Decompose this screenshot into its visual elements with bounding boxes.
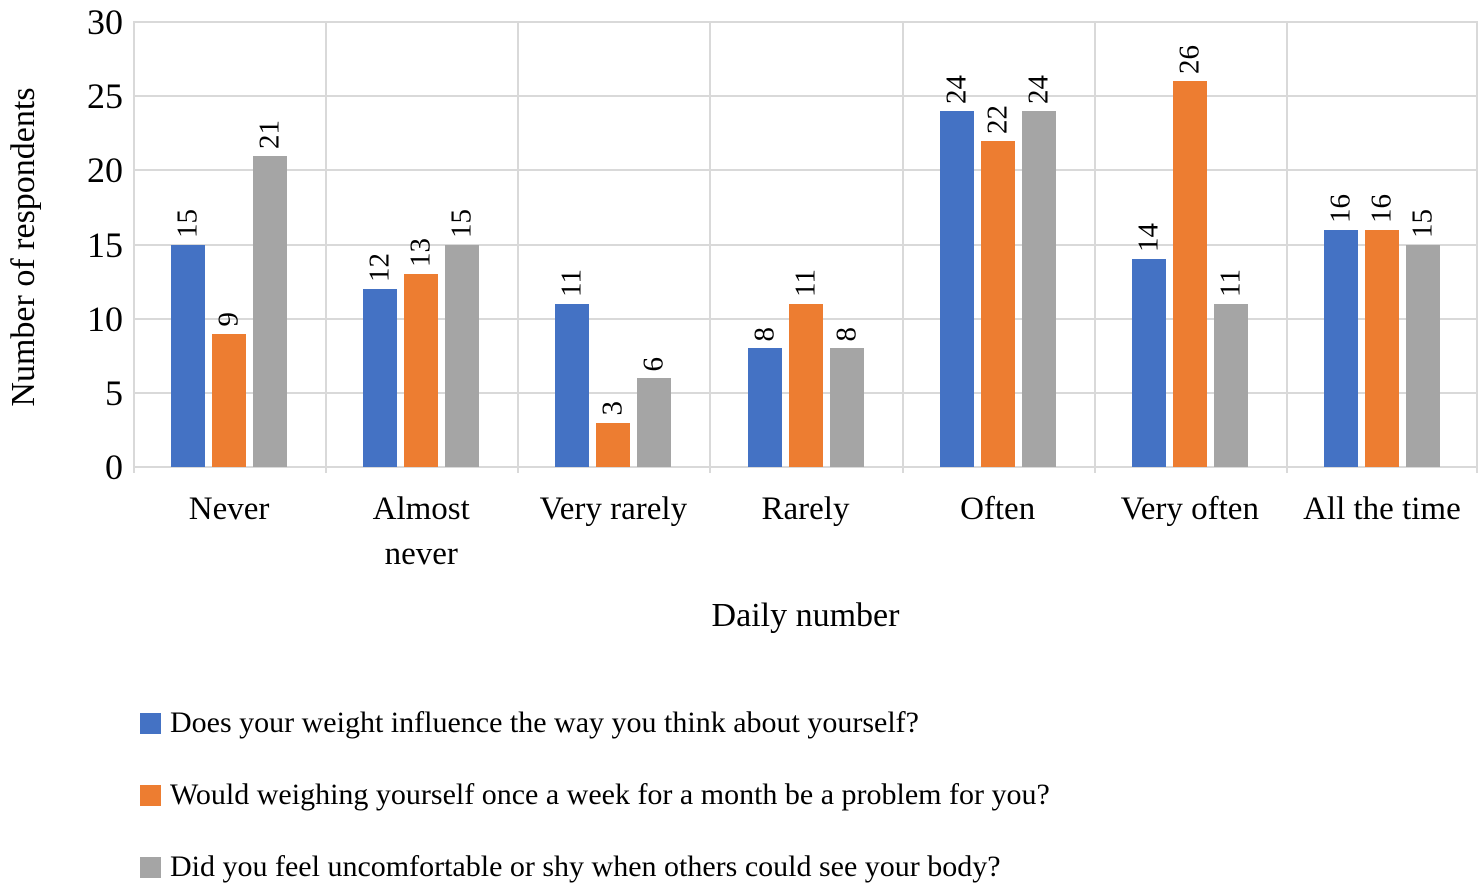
bar-value-label: 8	[830, 326, 862, 342]
gridline-horizontal	[133, 466, 1478, 468]
bar	[555, 303, 590, 467]
x-category-label: Very often	[1120, 491, 1259, 527]
x-axis-tick	[517, 467, 520, 473]
gridline-vertical	[325, 22, 328, 467]
x-category-label: Almost never	[372, 491, 470, 572]
gridline-vertical	[1285, 22, 1288, 467]
gridline-horizontal	[133, 169, 1478, 172]
x-axis-tick	[1285, 467, 1288, 473]
bar-value-label: 11	[789, 268, 821, 297]
x-category-label: All the time	[1303, 491, 1461, 527]
x-axis-tick	[901, 467, 904, 473]
bar	[253, 155, 288, 467]
x-axis-tick	[325, 467, 328, 473]
x-category-label: Very rarely	[539, 491, 688, 527]
bar	[829, 348, 864, 467]
bar	[1364, 229, 1399, 467]
bar-value-label: 26	[1173, 45, 1206, 75]
bar-value-label: 21	[253, 119, 286, 149]
legend-item: Does your weight influence the way you t…	[140, 702, 1050, 744]
bar	[637, 378, 672, 467]
y-tick-label: 25	[87, 76, 123, 117]
bar-value-label: 11	[555, 268, 588, 297]
bar	[445, 244, 480, 467]
gridline-vertical	[517, 22, 520, 467]
bar	[171, 244, 206, 467]
legend-item: Would weighing yourself once a week for …	[140, 774, 1050, 816]
x-category-label: Rarely	[761, 491, 850, 527]
legend-swatch-icon	[140, 856, 161, 878]
bar	[747, 348, 782, 467]
bar-value-label: 24	[940, 75, 973, 104]
bar-value-label: 14	[1132, 223, 1165, 253]
bar	[1021, 111, 1056, 467]
x-axis-tick	[1093, 467, 1096, 473]
bar-value-label: 11	[1214, 268, 1247, 297]
bar-value-label: 8	[748, 326, 780, 342]
x-axis-tick	[133, 467, 135, 473]
bar	[1131, 259, 1166, 467]
x-axis-title: Daily number	[711, 597, 900, 634]
bar-value-label: 3	[596, 401, 629, 416]
y-tick-label: 5	[105, 372, 123, 413]
legend-label: Would weighing yourself once a week for …	[170, 778, 1050, 811]
bar	[596, 422, 631, 467]
gridline-horizontal	[133, 95, 1478, 98]
y-tick-label: 0	[105, 447, 123, 487]
gridline-vertical	[133, 22, 135, 467]
bar	[1172, 81, 1207, 467]
bar	[939, 111, 974, 467]
x-axis-tick	[1476, 467, 1478, 473]
gridline-vertical	[901, 22, 904, 467]
y-tick-label: 15	[87, 224, 123, 265]
gridline-vertical	[1093, 22, 1096, 467]
bar-value-label: 12	[363, 253, 396, 282]
gridline-horizontal	[133, 21, 1478, 23]
bar-value-label: 16	[1365, 193, 1398, 223]
bar-value-label: 22	[981, 104, 1014, 134]
bar-value-label: 15	[445, 208, 478, 238]
bar	[1405, 244, 1440, 467]
gridline-horizontal	[133, 243, 1478, 246]
bar	[980, 140, 1015, 467]
legend-item: Did you feel uncomfortable or shy when o…	[140, 846, 1050, 888]
bar-value-label: 6	[637, 356, 670, 372]
legend-swatch-icon	[140, 784, 161, 806]
bar	[788, 303, 823, 467]
bar	[404, 274, 439, 467]
y-tick-label: 30	[87, 2, 123, 42]
legend-label: Does your weight influence the way you t…	[170, 706, 919, 739]
legend: Does your weight influence the way you t…	[140, 702, 1050, 896]
bar	[1213, 303, 1248, 467]
x-category-label: Never	[188, 491, 270, 527]
bar	[212, 333, 247, 467]
x-axis-tick	[709, 467, 712, 473]
y-tick-label: 20	[87, 150, 123, 191]
bar-value-label: 15	[1406, 208, 1439, 238]
bar-value-label: 9	[212, 312, 245, 327]
bar-value-label: 16	[1324, 193, 1357, 223]
bar-value-label: 15	[171, 208, 204, 238]
x-category-label: Often	[960, 491, 1036, 527]
bar-value-label: 24	[1022, 75, 1055, 104]
legend-label: Did you feel uncomfortable or shy when o…	[170, 850, 1001, 883]
legend-swatch-icon	[140, 712, 161, 734]
plot-area: 15 9 21 12 13 15 11 3 6 8 11 8 24 22 24 14 26 11 16 16 15	[133, 21, 1478, 473]
bar-value-label: 13	[404, 238, 437, 268]
y-tick-label: 10	[87, 298, 123, 339]
gridline-vertical	[1476, 22, 1478, 467]
bar	[363, 289, 398, 467]
bar	[1323, 229, 1358, 467]
gridline-vertical	[709, 22, 712, 467]
